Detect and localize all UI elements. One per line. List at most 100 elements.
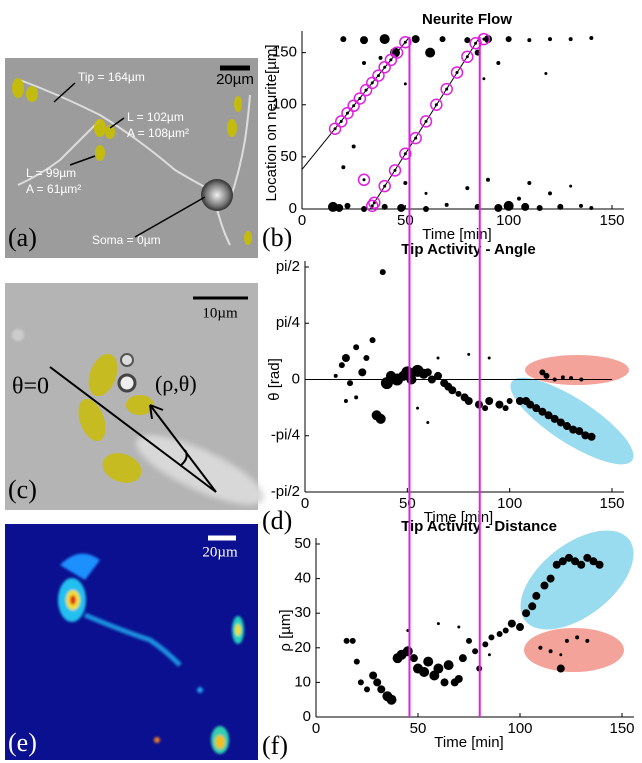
x-axis-label: Time [min] (422, 226, 491, 243)
y-tick-label: pi/4 (276, 314, 300, 331)
x-tick-label: 150 (599, 495, 624, 512)
label: (ρ,θ) (155, 371, 197, 396)
point (548, 649, 553, 654)
point (419, 115, 433, 128)
chart-title: Neurite Flow (422, 11, 512, 28)
point (539, 369, 546, 376)
point (559, 653, 563, 657)
x-tick-label: 100 (496, 212, 521, 229)
point (439, 36, 446, 43)
point (587, 432, 596, 441)
point (527, 180, 532, 185)
point (378, 60, 391, 74)
plot: 0 50 100 150 -pi/2 -pi/4 0 pi/4 pi/2 Tip Activity… (262, 241, 625, 535)
point (361, 206, 367, 212)
point (532, 591, 541, 600)
point (369, 337, 376, 344)
point (390, 46, 404, 59)
point (353, 92, 367, 105)
point (423, 368, 432, 377)
point (557, 203, 564, 210)
point (488, 634, 495, 641)
x-tick-label: 0 (298, 212, 306, 229)
point (589, 557, 598, 566)
angle-diagram (49, 366, 217, 493)
panel-a: 20µm Tip = 164µm L = 102µm A = 108µm² L … (5, 58, 258, 258)
point (363, 355, 370, 362)
point (589, 205, 594, 210)
point (466, 637, 472, 644)
point-center (403, 40, 407, 44)
point (575, 427, 584, 436)
y-tick-label: 0 (289, 200, 297, 217)
point-center (424, 119, 428, 123)
point-center (333, 127, 337, 131)
x-tick-label: 100 (497, 495, 522, 512)
point-center (345, 111, 349, 115)
point (546, 574, 555, 583)
point-center (383, 184, 387, 188)
point (494, 203, 503, 212)
growth-cones (12, 78, 252, 245)
point (335, 115, 348, 128)
point (358, 368, 367, 377)
point (343, 398, 348, 403)
point-center (455, 70, 459, 74)
point (486, 177, 490, 182)
point (528, 602, 537, 611)
point (583, 553, 592, 562)
point-center (352, 104, 356, 108)
point (556, 664, 565, 673)
point (543, 372, 550, 379)
point (458, 654, 467, 663)
activity-blobs (58, 553, 244, 754)
point-center (474, 41, 478, 45)
point (347, 380, 354, 387)
point (381, 203, 388, 210)
point (426, 420, 430, 424)
point (347, 99, 360, 113)
soma (201, 179, 233, 211)
point (505, 36, 512, 43)
point (464, 37, 471, 44)
point (425, 47, 436, 58)
point (416, 406, 420, 410)
point (419, 667, 430, 678)
point (436, 356, 440, 360)
point (372, 69, 385, 82)
point (366, 76, 379, 90)
point (564, 638, 569, 643)
point (503, 200, 514, 211)
point (433, 663, 444, 674)
point (403, 82, 407, 86)
y-tick-label: 50 (294, 535, 311, 552)
point (496, 61, 501, 66)
point (482, 405, 489, 412)
point-center (393, 168, 397, 172)
point (502, 405, 509, 412)
point (569, 376, 574, 381)
y-tick-label: 0 (303, 708, 311, 725)
point (577, 560, 586, 569)
point (552, 560, 561, 569)
point (579, 377, 584, 382)
heatmap (5, 524, 258, 760)
point (556, 418, 565, 427)
point-center (465, 55, 469, 59)
label: L = 102µm (127, 110, 184, 124)
point (378, 55, 383, 60)
point (427, 375, 436, 384)
highlight-region (525, 355, 629, 385)
panel-c: 10µm θ=0 (ρ,θ) (c) (5, 283, 265, 510)
point (517, 196, 521, 201)
point (550, 414, 559, 423)
point (341, 165, 346, 170)
point-center (376, 74, 380, 78)
point (544, 71, 548, 75)
point (467, 352, 471, 356)
point (340, 36, 347, 43)
point (482, 641, 489, 648)
point-center (364, 88, 368, 92)
point (409, 654, 418, 663)
point-center (445, 87, 449, 91)
